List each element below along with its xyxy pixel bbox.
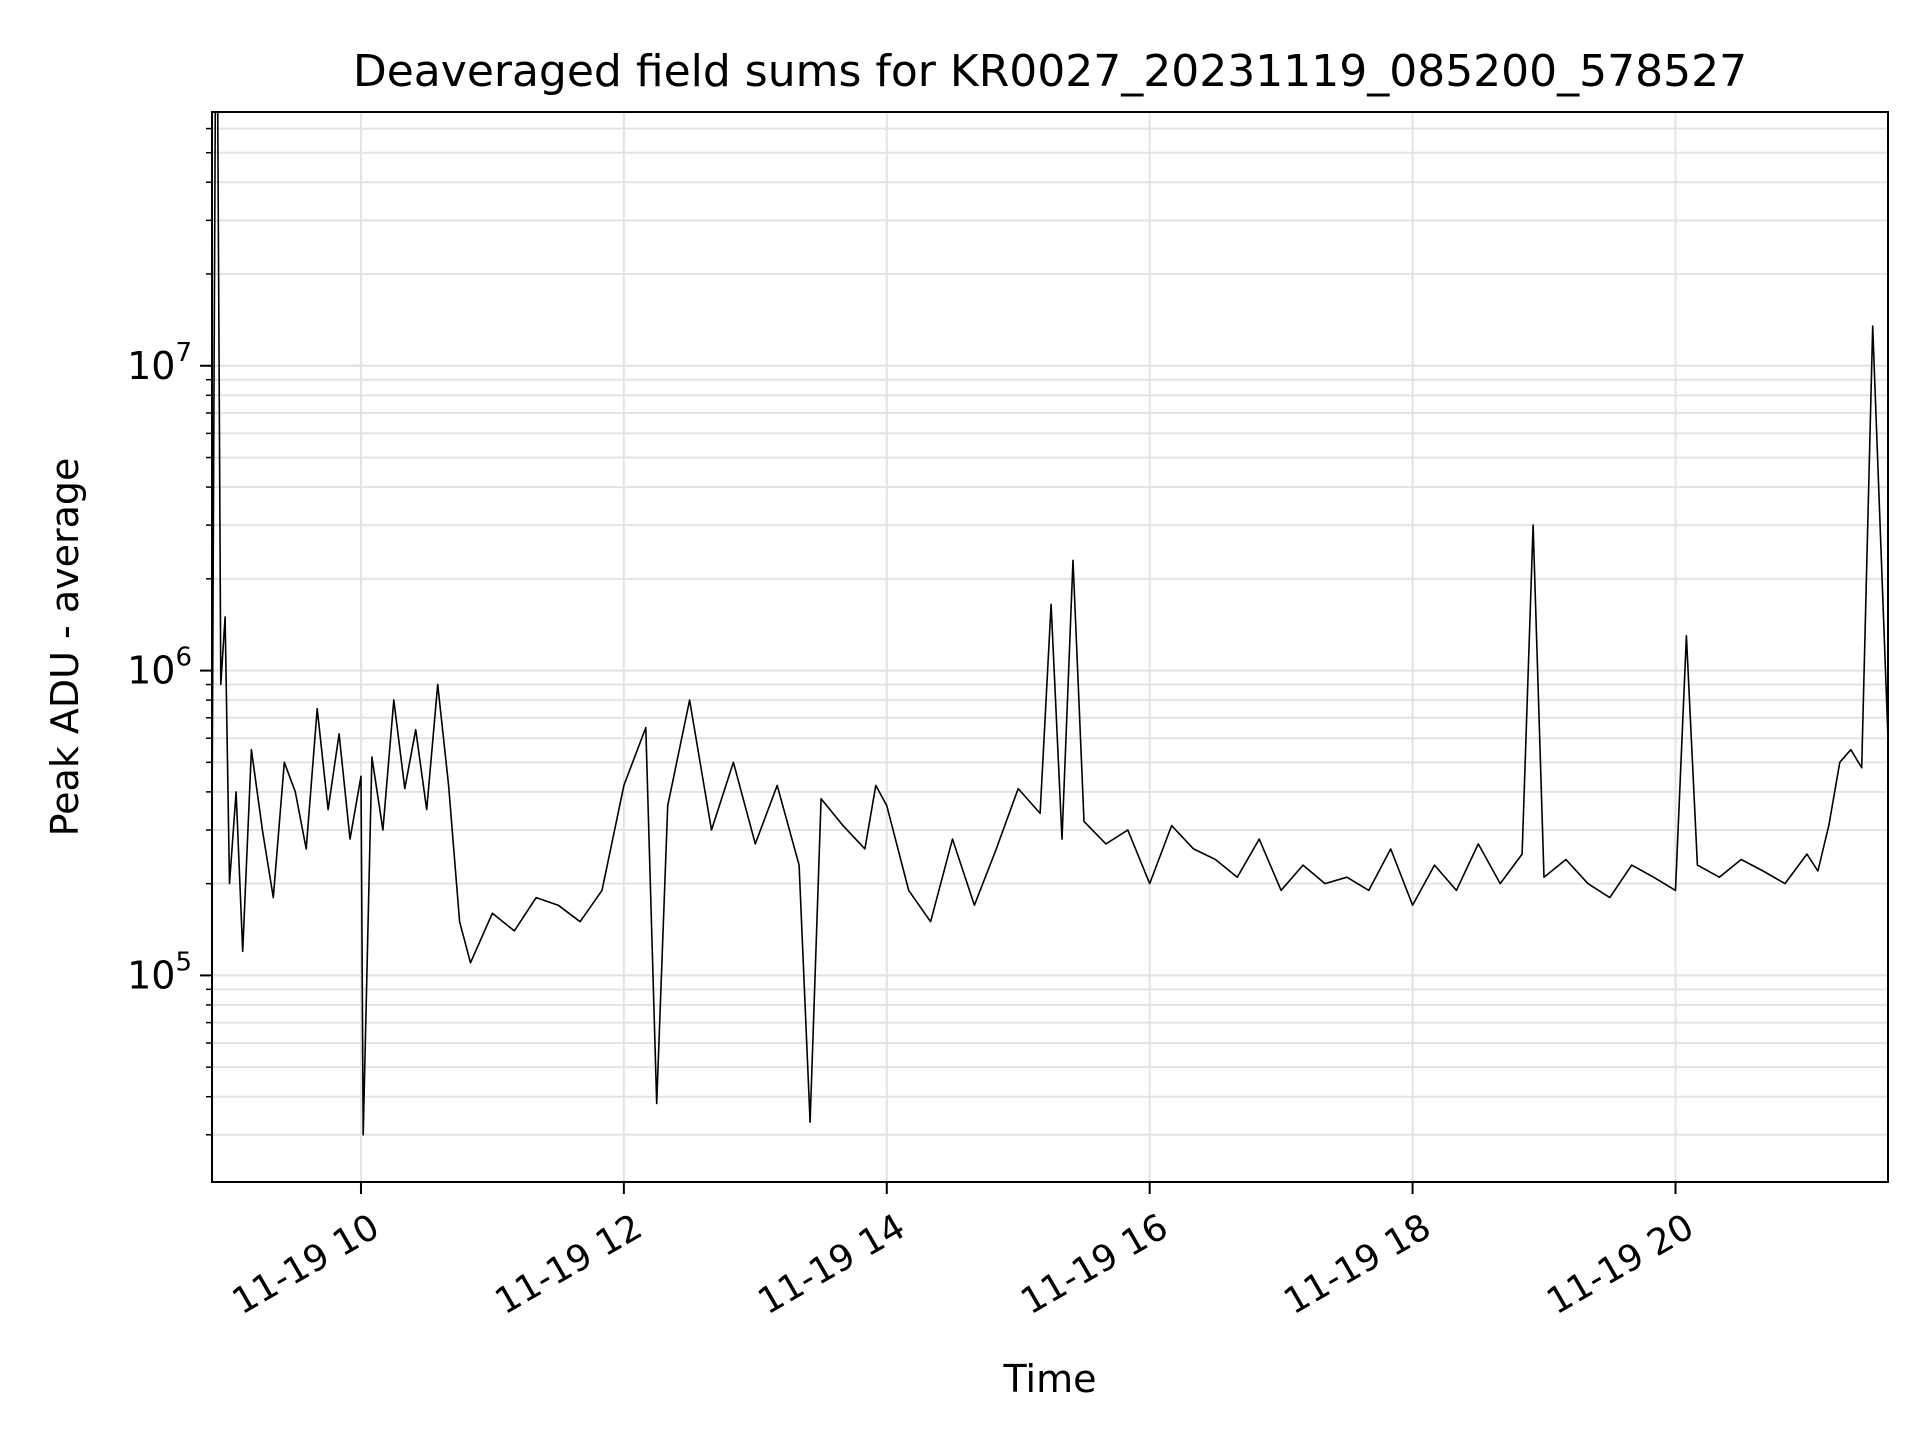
chart-title: Deaveraged field sums for KR0027_2023111… — [353, 46, 1747, 97]
plot-frame — [211, 111, 1889, 1183]
y-tick-label: 105 — [127, 947, 192, 997]
y-axis-ticks: 105 106 107 — [127, 127, 212, 1136]
x-axis-label: Time — [1003, 1357, 1097, 1401]
series-line — [212, 112, 1888, 1136]
grid — [212, 112, 1888, 1182]
y-tick-label: 106 — [127, 643, 192, 693]
y-tick-label: 107 — [127, 338, 192, 388]
y-axis-label: Peak ADU - average — [43, 458, 87, 837]
series-layer — [212, 112, 1888, 1136]
